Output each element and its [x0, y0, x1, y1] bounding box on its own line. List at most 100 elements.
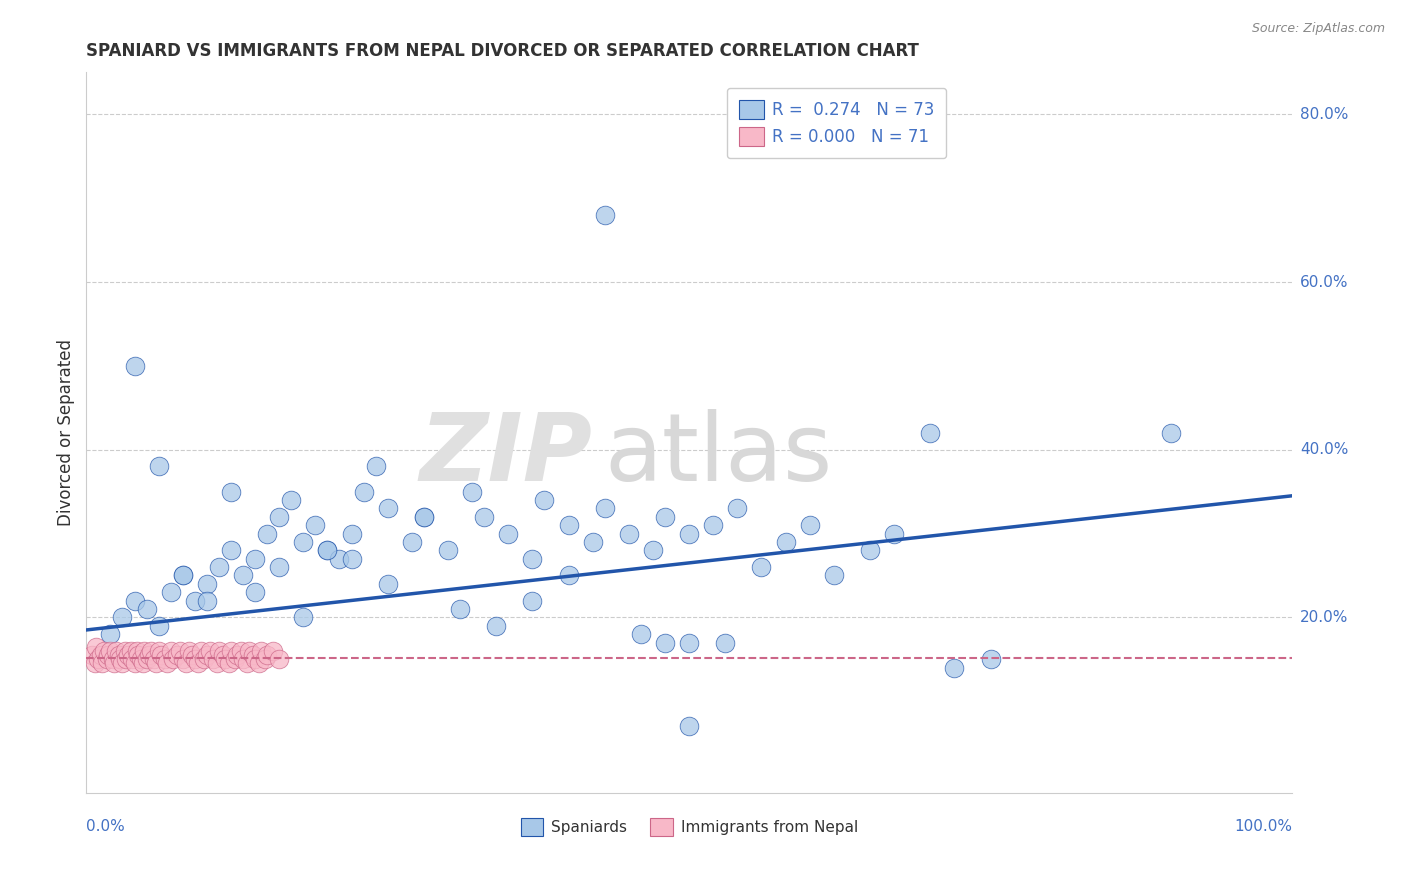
- Point: [184, 593, 207, 607]
- Point: [980, 652, 1002, 666]
- Point: [201, 652, 224, 666]
- Point: [593, 208, 616, 222]
- Point: [377, 577, 399, 591]
- Point: [138, 648, 160, 662]
- Point: [498, 526, 520, 541]
- Point: [129, 652, 152, 666]
- Point: [172, 568, 194, 582]
- Text: 0.0%: 0.0%: [86, 819, 125, 834]
- Point: [195, 648, 218, 662]
- Point: [714, 635, 737, 649]
- Point: [304, 518, 326, 533]
- Point: [461, 484, 484, 499]
- Point: [340, 551, 363, 566]
- Point: [269, 560, 291, 574]
- Point: [115, 652, 138, 666]
- Point: [340, 526, 363, 541]
- Point: [678, 526, 700, 541]
- Point: [100, 627, 122, 641]
- Point: [235, 657, 257, 671]
- Point: [83, 657, 105, 671]
- Point: [142, 652, 165, 666]
- Text: atlas: atlas: [605, 409, 832, 500]
- Y-axis label: Divorced or Separated: Divorced or Separated: [58, 340, 75, 526]
- Point: [533, 493, 555, 508]
- Point: [412, 509, 434, 524]
- Point: [557, 518, 579, 533]
- Point: [195, 577, 218, 591]
- Point: [292, 610, 315, 624]
- Point: [401, 535, 423, 549]
- Point: [120, 644, 142, 658]
- Point: [280, 493, 302, 508]
- Point: [247, 657, 270, 671]
- Point: [641, 543, 664, 558]
- Point: [205, 657, 228, 671]
- Point: [226, 648, 249, 662]
- Point: [97, 648, 120, 662]
- Point: [103, 657, 125, 671]
- Point: [943, 661, 966, 675]
- Point: [243, 585, 266, 599]
- Point: [654, 509, 676, 524]
- Point: [1160, 425, 1182, 440]
- Text: 60.0%: 60.0%: [1301, 275, 1348, 290]
- Point: [159, 585, 181, 599]
- Point: [316, 543, 339, 558]
- Point: [485, 619, 508, 633]
- Point: [702, 518, 724, 533]
- Point: [148, 644, 170, 658]
- Point: [751, 560, 773, 574]
- Point: [150, 648, 173, 662]
- Point: [124, 359, 146, 373]
- Point: [211, 648, 233, 662]
- Point: [148, 619, 170, 633]
- Point: [190, 644, 212, 658]
- Point: [449, 602, 471, 616]
- Point: [101, 652, 124, 666]
- Point: [117, 648, 139, 662]
- Point: [243, 551, 266, 566]
- Point: [437, 543, 460, 558]
- Point: [159, 644, 181, 658]
- Point: [377, 501, 399, 516]
- Point: [678, 719, 700, 733]
- Point: [82, 648, 104, 662]
- Point: [135, 652, 157, 666]
- Text: ZIP: ZIP: [420, 409, 593, 500]
- Point: [617, 526, 640, 541]
- Point: [522, 593, 544, 607]
- Point: [412, 509, 434, 524]
- Point: [353, 484, 375, 499]
- Point: [224, 652, 246, 666]
- Point: [472, 509, 495, 524]
- Point: [114, 644, 136, 658]
- Point: [176, 657, 198, 671]
- Point: [90, 648, 112, 662]
- Point: [250, 644, 273, 658]
- Text: Source: ZipAtlas.com: Source: ZipAtlas.com: [1251, 22, 1385, 36]
- Point: [238, 644, 260, 658]
- Point: [256, 526, 278, 541]
- Point: [148, 459, 170, 474]
- Point: [184, 652, 207, 666]
- Point: [242, 648, 264, 662]
- Point: [91, 657, 114, 671]
- Point: [200, 644, 222, 658]
- Point: [108, 648, 131, 662]
- Point: [522, 551, 544, 566]
- Point: [725, 501, 748, 516]
- Text: 20.0%: 20.0%: [1301, 610, 1348, 625]
- Point: [364, 459, 387, 474]
- Point: [920, 425, 942, 440]
- Point: [219, 543, 242, 558]
- Point: [145, 657, 167, 671]
- Point: [177, 644, 200, 658]
- Point: [328, 551, 350, 566]
- Point: [172, 652, 194, 666]
- Point: [316, 543, 339, 558]
- Point: [87, 652, 110, 666]
- Point: [630, 627, 652, 641]
- Point: [187, 657, 209, 671]
- Point: [124, 657, 146, 671]
